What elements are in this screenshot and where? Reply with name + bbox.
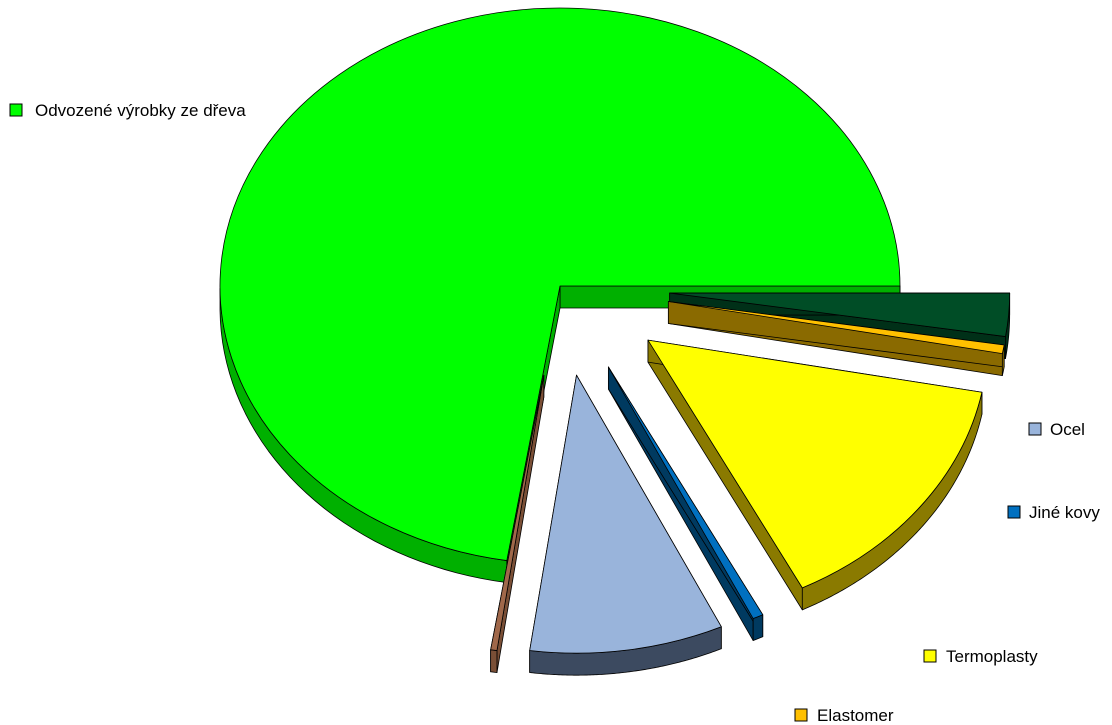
slice-unlabeled-1: [490, 374, 545, 673]
label-ocel: Ocel: [1050, 420, 1085, 439]
slice-side-wall: [752, 614, 764, 641]
slice-top-face: [529, 374, 722, 654]
legend-item-termoplasty: Termoplasty: [923, 647, 1038, 666]
slice-top-face: [647, 339, 983, 589]
slice-top-face: [490, 374, 545, 651]
legend-swatch-termoplasty: [923, 649, 937, 663]
label-elastomer: Elastomer: [817, 706, 894, 725]
label-jine-kovy: Jiné kovy: [1029, 503, 1100, 522]
slice-ocel: [529, 374, 722, 676]
slice-top-face: [669, 292, 1011, 337]
legend-item-wood: Odvozené výrobky ze dřeva: [9, 101, 246, 120]
legend-item-jine-kovy: Jiné kovy: [1007, 503, 1100, 522]
slice-top-face: [219, 7, 901, 561]
slice-top-face: [667, 301, 1005, 354]
label-layer: Odvozené výrobky ze dřeva Ocel Jiné kovy…: [9, 101, 1100, 725]
slice-termoplasty: [647, 339, 983, 611]
legend-swatch-wood: [9, 103, 23, 117]
slice-jine-kovy: [607, 366, 764, 641]
slice-layer: [219, 7, 1011, 676]
legend-swatch-elastomer: [794, 708, 808, 722]
label-wood: Odvozené výrobky ze dřeva: [35, 101, 246, 120]
label-termoplasty: Termoplasty: [946, 647, 1038, 666]
slice-elastomer: [667, 301, 1005, 376]
slice-top-face: [607, 366, 764, 619]
legend-item-elastomer: Elastomer: [794, 706, 894, 725]
slice-side-wall: [490, 649, 498, 673]
legend-item-ocel: Ocel: [1028, 420, 1085, 439]
legend-swatch-jine-kovy: [1007, 505, 1021, 519]
legend-swatch-ocel: [1028, 422, 1042, 436]
